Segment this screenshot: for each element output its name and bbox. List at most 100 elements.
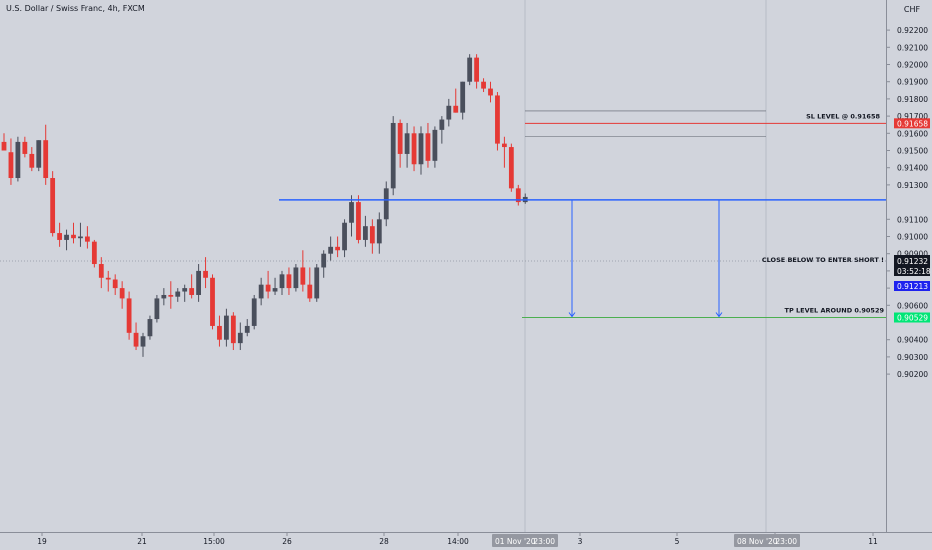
time-tick-label: 11: [868, 537, 878, 546]
time-tick-label: 14:00: [447, 537, 469, 546]
candle-body: [175, 291, 181, 297]
candle-body: [446, 105, 452, 120]
candle-body: [230, 315, 236, 344]
time-badge-date: 01 Nov '20: [495, 537, 536, 546]
candle: [196, 264, 201, 302]
candle-body: [189, 288, 195, 295]
candle: [300, 250, 306, 292]
candle: [230, 312, 236, 351]
candle: [502, 136, 507, 168]
candle: [383, 181, 389, 227]
price-tick-label: 0.91800: [897, 95, 928, 104]
candle: [119, 281, 125, 309]
candle: [15, 136, 21, 182]
candle: [265, 270, 271, 299]
candle-body: [411, 133, 417, 165]
candle: [307, 267, 313, 302]
price-tick-label: 0.91700: [897, 112, 928, 121]
candle-body: [85, 236, 90, 242]
stop-loss-label: SL LEVEL @ 0.91658: [806, 112, 880, 120]
candle: [57, 222, 62, 247]
time-tick-label: 26: [282, 537, 292, 546]
candle-body: [390, 122, 396, 189]
candle-body: [508, 147, 514, 189]
price-tick-label: 0.91600: [897, 129, 928, 138]
candle: [175, 288, 181, 302]
candle-body: [453, 105, 459, 113]
candle-body: [71, 234, 76, 239]
price-tick-label: 0.92100: [897, 43, 928, 52]
candle-body: [418, 133, 424, 165]
candle: [439, 116, 445, 144]
candle: [328, 236, 334, 261]
candle: [508, 143, 514, 192]
time-tick-label: 19: [37, 537, 47, 546]
plot-area: [0, 0, 886, 532]
candle-body: [133, 332, 139, 347]
time-tick-label: 21: [137, 537, 147, 546]
candle-body: [432, 129, 438, 161]
candle-body: [140, 336, 146, 347]
candle-body: [363, 226, 368, 240]
time-tick-label: 15:00: [203, 537, 225, 546]
candle: [369, 219, 375, 254]
candle-body: [279, 274, 285, 289]
candle: [50, 171, 56, 237]
candle-body: [161, 294, 167, 299]
tp-price-tag-bg: [894, 312, 930, 323]
candle-body: [98, 264, 104, 278]
sl-price-tag: 0.91658: [897, 119, 928, 128]
candle: [147, 315, 153, 340]
tp-price-tag: 0.90529: [897, 314, 928, 323]
candle: [286, 267, 292, 295]
target-arrow-2: [715, 199, 723, 318]
candle: [168, 281, 174, 309]
candle-body: [286, 274, 292, 289]
candle: [43, 124, 49, 185]
symbol-title: U.S. Dollar / Swiss Franc, 4h, FXCM: [6, 4, 145, 13]
candle: [36, 140, 42, 172]
countdown-tag: 03:52:18: [897, 267, 931, 276]
entry-label: CLOSE BELOW TO ENTER SHORT !: [762, 256, 884, 264]
arrow-head: [568, 312, 576, 318]
candle: [272, 277, 278, 295]
candle-body: [105, 277, 111, 280]
price-tick-label: 0.92000: [897, 61, 928, 70]
candle-body: [168, 294, 174, 297]
candle: [8, 138, 14, 185]
time-badge-bg: [492, 534, 558, 547]
candle: [446, 98, 452, 127]
candle-body: [404, 133, 410, 154]
price-tick-label: 0.92200: [897, 26, 928, 35]
candle: [112, 274, 118, 295]
candle: [293, 264, 299, 292]
candle-body: [376, 219, 382, 244]
candle: [210, 274, 215, 330]
candle-body: [349, 202, 354, 223]
candle: [258, 277, 264, 306]
candle: [453, 88, 459, 113]
candle-body: [460, 81, 466, 113]
candle: [29, 147, 35, 172]
time-badge-bg: [734, 534, 800, 547]
candle-body: [64, 234, 69, 240]
arrow-head: [715, 312, 723, 318]
entry-price-tag-bg: [894, 281, 930, 291]
candle-body: [237, 332, 243, 344]
candle: [342, 219, 347, 258]
time-tick-label: 3: [578, 537, 583, 546]
candle-body: [515, 188, 521, 203]
price-tick-label: 0.91500: [897, 147, 928, 156]
candle-body: [50, 178, 56, 234]
candle-body: [495, 95, 500, 144]
candle: [71, 222, 76, 244]
candle-body: [307, 284, 313, 299]
candle-body: [217, 325, 222, 340]
price-tick-label: 0.91400: [897, 164, 928, 173]
candle: [418, 126, 424, 175]
time-tick-label: 28: [379, 537, 389, 546]
candle-body: [78, 236, 83, 239]
candle: [189, 274, 195, 299]
